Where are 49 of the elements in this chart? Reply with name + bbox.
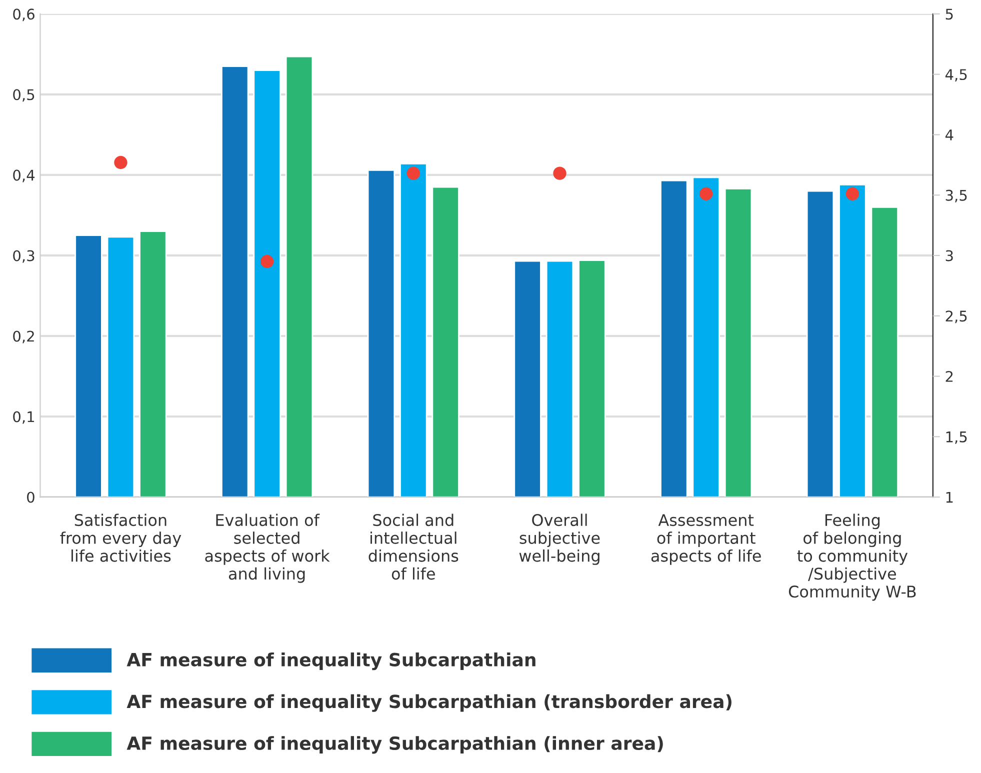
bar (400, 162, 428, 498)
x-tick-label: Overall subjective well-being (519, 514, 600, 565)
bar (806, 190, 834, 498)
bar (139, 230, 167, 498)
y2-tick-label: 4 (945, 130, 954, 140)
x-tick-label: Satisfaction from every day life activities (60, 514, 182, 562)
y2-tick-label: 5 (946, 8, 953, 20)
x-tick-label: Feeling of belonging to community /Subjective Community W-B (788, 514, 916, 601)
bar (870, 206, 899, 498)
bar (546, 260, 574, 498)
y2-tick-label: 4,5 (945, 69, 967, 82)
bar (724, 188, 752, 498)
bar (660, 180, 688, 498)
point (553, 166, 566, 180)
y2-tick-label: 1 (946, 492, 953, 503)
y-tick-label: 0 (27, 492, 34, 503)
y-tick-label: 0,5 (13, 89, 34, 102)
y2-tick-label: 3 (946, 250, 953, 262)
y2-tick-label: 1,5 (946, 432, 967, 444)
bar (838, 184, 866, 498)
point (114, 156, 128, 170)
point (700, 187, 713, 200)
point (406, 166, 420, 180)
legend-label: AF measure of inequality Subcarpathian (126, 652, 536, 670)
point (260, 254, 274, 268)
y-tick-label: 0,2 (13, 330, 34, 344)
legend-label: AF measure of inequality Subcarpathian (transborder area) (126, 694, 732, 712)
bar (514, 260, 542, 498)
bar (692, 176, 720, 498)
bar (253, 70, 281, 498)
y-tick-label: 0,4 (13, 170, 35, 182)
y2-tick-label: 3,5 (946, 190, 967, 202)
bar (432, 186, 460, 498)
bar (106, 236, 135, 498)
x-tick-label: Evaluation of selected aspects of work and living (205, 514, 330, 583)
legend-label: AF measure of inequality Subcarpathian (inner area) (126, 736, 663, 754)
y-tick-label: 0,1 (13, 411, 34, 424)
y-tick-label: 0,6 (13, 8, 34, 22)
x-tick-label: Social and intellectual dimensions of life (368, 514, 458, 580)
bar (285, 56, 314, 498)
bar (578, 260, 606, 498)
y2-tick-label: 2 (946, 370, 953, 382)
bar (74, 234, 102, 498)
y2-tick-label: 2,5 (946, 310, 967, 324)
x-tick-label: Assessment of important aspects of life (651, 514, 761, 565)
bar (367, 169, 396, 498)
bar (220, 66, 249, 498)
point (846, 187, 860, 200)
y-tick-label: 0,3 (13, 250, 34, 263)
